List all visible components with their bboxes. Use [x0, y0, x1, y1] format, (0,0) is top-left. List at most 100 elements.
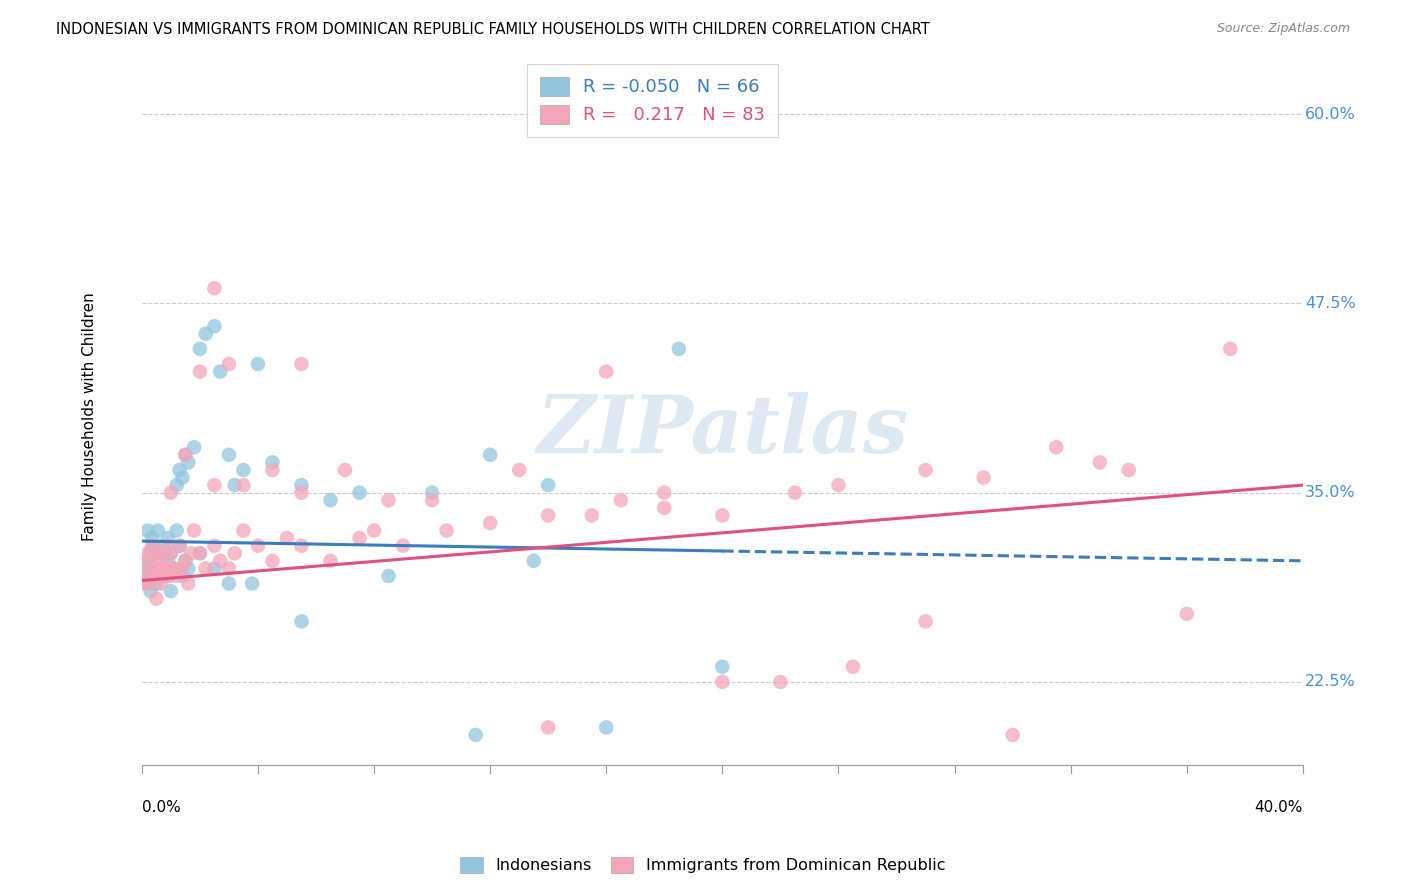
Point	[148, 569, 170, 583]
Point	[188, 365, 211, 379]
Point	[232, 524, 254, 538]
Point	[177, 455, 200, 469]
Point	[153, 546, 176, 560]
Point	[139, 546, 162, 560]
Point	[150, 569, 173, 583]
Text: 47.5%: 47.5%	[1305, 296, 1355, 311]
Point	[202, 478, 225, 492]
Point	[290, 485, 312, 500]
Point	[145, 546, 167, 560]
Point	[149, 546, 172, 560]
Point	[420, 493, 443, 508]
Point	[610, 493, 633, 508]
Point	[479, 516, 502, 530]
Point	[262, 455, 284, 469]
Point	[143, 561, 166, 575]
Point	[420, 485, 443, 500]
Point	[188, 342, 211, 356]
Point	[224, 546, 246, 560]
Text: 0.0%: 0.0%	[142, 800, 180, 815]
Point	[146, 569, 169, 583]
Point	[194, 561, 217, 575]
Point	[652, 500, 675, 515]
Point	[177, 576, 200, 591]
Point	[290, 615, 312, 629]
Point	[202, 281, 225, 295]
Point	[142, 569, 165, 583]
Point	[139, 561, 162, 575]
Point	[209, 554, 232, 568]
Point	[163, 561, 186, 575]
Point	[150, 546, 173, 560]
Point	[157, 569, 180, 583]
Point	[174, 448, 197, 462]
Point	[842, 660, 865, 674]
Point	[141, 561, 163, 575]
Point	[172, 470, 194, 484]
Point	[156, 531, 179, 545]
Point	[160, 546, 183, 560]
Point	[262, 554, 284, 568]
Point	[1045, 440, 1067, 454]
Point	[725, 796, 748, 810]
Point	[183, 524, 205, 538]
Point	[711, 675, 734, 690]
Point	[537, 478, 560, 492]
Point	[218, 357, 240, 371]
Point	[166, 478, 188, 492]
Point	[232, 463, 254, 477]
Point	[1219, 342, 1241, 356]
Point	[290, 539, 312, 553]
Point	[290, 478, 312, 492]
Point	[668, 342, 690, 356]
Point	[209, 365, 232, 379]
Point	[150, 539, 173, 553]
Point	[218, 448, 240, 462]
Point	[141, 531, 163, 545]
Point	[155, 539, 177, 553]
Point	[183, 440, 205, 454]
Point	[224, 478, 246, 492]
Text: 35.0%: 35.0%	[1305, 485, 1355, 500]
Point	[827, 478, 849, 492]
Legend: Indonesians, Immigrants from Dominican Republic: Indonesians, Immigrants from Dominican R…	[454, 850, 952, 880]
Point	[142, 539, 165, 553]
Point	[377, 493, 399, 508]
Point	[153, 569, 176, 583]
Point	[136, 524, 159, 538]
Point	[148, 561, 170, 575]
Point	[232, 478, 254, 492]
Point	[166, 569, 188, 583]
Text: ZIPatlas: ZIPatlas	[536, 392, 908, 470]
Point	[202, 319, 225, 334]
Point	[769, 675, 792, 690]
Point	[319, 493, 342, 508]
Point	[240, 576, 263, 591]
Point	[194, 326, 217, 341]
Point	[188, 546, 211, 560]
Point	[143, 561, 166, 575]
Point	[145, 546, 167, 560]
Point	[163, 561, 186, 575]
Point	[142, 569, 165, 583]
Point	[166, 524, 188, 538]
Point	[537, 720, 560, 734]
Point	[149, 576, 172, 591]
Point	[464, 728, 486, 742]
Point	[392, 539, 415, 553]
Text: 40.0%: 40.0%	[1254, 800, 1303, 815]
Text: 22.5%: 22.5%	[1305, 674, 1355, 690]
Point	[711, 508, 734, 523]
Point	[595, 365, 617, 379]
Point	[1118, 463, 1140, 477]
Point	[1001, 728, 1024, 742]
Point	[479, 448, 502, 462]
Point	[169, 463, 191, 477]
Point	[218, 561, 240, 575]
Point	[1175, 607, 1198, 621]
Text: Family Households with Children: Family Households with Children	[82, 293, 97, 541]
Point	[148, 554, 170, 568]
Point	[139, 584, 162, 599]
Point	[145, 591, 167, 606]
Point	[246, 539, 269, 553]
